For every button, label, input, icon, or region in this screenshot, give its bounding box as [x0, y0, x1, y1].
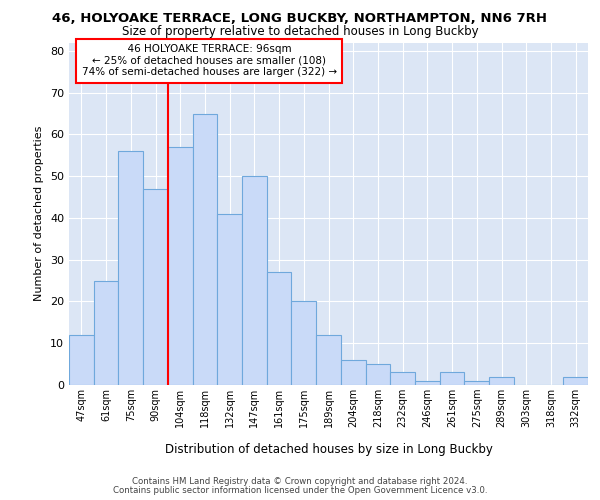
Bar [390, 372, 415, 385]
Bar [69, 335, 94, 385]
Bar [217, 214, 242, 385]
Bar [267, 272, 292, 385]
Text: 46 HOLYOAKE TERRACE: 96sqm  
← 25% of detached houses are smaller (108)
74% of s: 46 HOLYOAKE TERRACE: 96sqm ← 25% of deta… [82, 44, 337, 78]
Bar [292, 302, 316, 385]
Bar [316, 335, 341, 385]
Bar [118, 151, 143, 385]
Bar [168, 147, 193, 385]
Bar [365, 364, 390, 385]
Text: Contains HM Land Registry data © Crown copyright and database right 2024.: Contains HM Land Registry data © Crown c… [132, 478, 468, 486]
Bar [94, 280, 118, 385]
Bar [563, 376, 588, 385]
Bar [242, 176, 267, 385]
Bar [341, 360, 365, 385]
Bar [489, 376, 514, 385]
Bar [440, 372, 464, 385]
Y-axis label: Number of detached properties: Number of detached properties [34, 126, 44, 302]
Text: Distribution of detached houses by size in Long Buckby: Distribution of detached houses by size … [165, 442, 493, 456]
Text: Size of property relative to detached houses in Long Buckby: Size of property relative to detached ho… [122, 25, 478, 38]
Bar [193, 114, 217, 385]
Bar [415, 381, 440, 385]
Text: Contains public sector information licensed under the Open Government Licence v3: Contains public sector information licen… [113, 486, 487, 495]
Bar [464, 381, 489, 385]
Text: 46, HOLYOAKE TERRACE, LONG BUCKBY, NORTHAMPTON, NN6 7RH: 46, HOLYOAKE TERRACE, LONG BUCKBY, NORTH… [53, 12, 548, 26]
Bar [143, 188, 168, 385]
